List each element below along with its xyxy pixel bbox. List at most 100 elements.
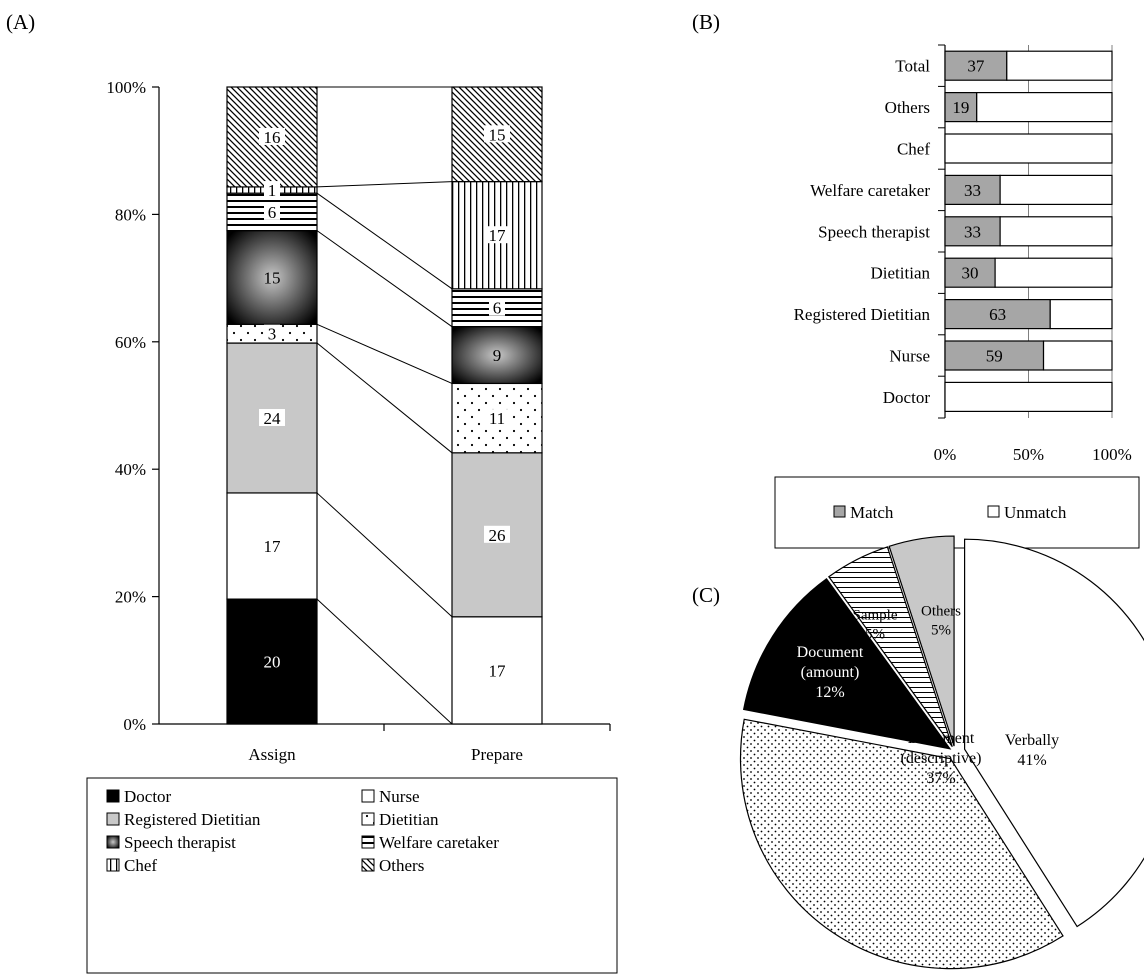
x-tick-label: 0% (934, 445, 957, 464)
pie-chart-c: Verbally 41% Document (descriptive) 37% Docum… (739, 535, 1144, 970)
x-tick-label: 50% (1013, 445, 1044, 464)
legend-swatch-dietitian (361, 812, 375, 826)
data-label-bg (484, 125, 510, 143)
series-connector (316, 598, 453, 725)
legend-label: Others (379, 856, 424, 875)
category-label: Speech therapist (818, 222, 930, 241)
data-label: 3 (268, 325, 277, 344)
data-label-bg (264, 324, 280, 342)
y-tick-label: 100% (106, 78, 146, 97)
bar-match (944, 340, 1045, 371)
panel-label-c: (C) (692, 583, 720, 607)
data-label: 15 (489, 125, 506, 144)
slice-value-label: 12% (815, 684, 844, 701)
data-label: 17 (489, 661, 507, 680)
legend-swatch-chef (106, 858, 120, 872)
data-label: 33 (964, 181, 981, 200)
bar-unmatch (944, 133, 1113, 164)
legend-swatch-others (361, 858, 375, 872)
stacked-bar-chart-a: 0% 20% 40% 60% 80% 100% Assign Prepare 20 17 24 3… (86, 78, 618, 974)
horizontal-bar-chart-b: Total 37 Others 19 Chef Welfare caretaker 33 Sp… (774, 44, 1140, 549)
bar-segment-nurse (451, 616, 543, 725)
bar-segment-speech-therapist (451, 326, 543, 385)
legend-swatch-registered-dietitian (106, 812, 120, 826)
series-connector (316, 181, 453, 188)
legend-swatch-match (833, 505, 846, 518)
data-label: 26 (489, 526, 506, 545)
data-label: 9 (493, 346, 502, 365)
series-connector (316, 230, 453, 328)
slice-value-label: 37% (926, 770, 955, 787)
legend-swatch-speech-therapist (106, 835, 120, 849)
series-connector (316, 323, 453, 384)
legend-label: Doctor (124, 787, 172, 806)
slice-name-label: Document (908, 730, 975, 747)
data-label: 20 (264, 653, 281, 672)
slice-name-label: (descriptive) (901, 750, 982, 767)
data-label: 33 (964, 222, 981, 241)
data-label-bg (259, 127, 285, 145)
slice-name-label: Document (797, 644, 864, 661)
pie-slice-verbally (964, 538, 1144, 928)
slice-name-label: Sample (853, 608, 898, 624)
data-label: 6 (493, 299, 502, 318)
pie-slice-sample (828, 546, 953, 748)
data-label: 37 (967, 57, 985, 76)
y-tick-label: 40% (115, 460, 146, 479)
bar-unmatch (994, 257, 1113, 288)
category-label: Welfare caretaker (810, 181, 930, 200)
pie-slice-document-descriptive (739, 718, 1064, 970)
data-label: 59 (986, 347, 1003, 366)
legend-label: Nurse (379, 787, 420, 806)
series-connector (316, 492, 453, 618)
panel-label-b: (B) (692, 10, 720, 34)
bar-unmatch (1042, 340, 1113, 371)
bar-unmatch (1049, 299, 1113, 330)
legend-label: Speech therapist (124, 833, 236, 852)
category-label: Dietitian (871, 264, 931, 283)
bar-match (944, 50, 1008, 81)
legend-box (86, 777, 618, 974)
slice-name-label: Others (921, 604, 961, 620)
data-label-bg (484, 525, 510, 543)
x-tick-label: 100% (1092, 445, 1132, 464)
data-label-bg (484, 661, 510, 679)
bar-segment-speech-therapist (226, 230, 318, 325)
legend-label: Registered Dietitian (124, 810, 261, 829)
category-label: Others (885, 98, 930, 117)
bar-match (944, 91, 978, 123)
pie-slice-others (888, 535, 955, 747)
slice-name-label: Verbally (1005, 732, 1059, 749)
bar-match (944, 174, 1001, 205)
slice-name-label: (amount) (801, 664, 860, 681)
y-tick-label: 60% (115, 333, 146, 352)
series-connector (316, 192, 453, 290)
data-label: 15 (264, 268, 281, 287)
bar-unmatch (976, 91, 1113, 123)
data-label-bg (484, 409, 510, 427)
data-label: 11 (489, 409, 505, 428)
legend-label: Chef (124, 856, 157, 875)
legend-swatch-nurse (361, 789, 375, 803)
data-label: 19 (952, 98, 969, 117)
data-label-bg (484, 226, 510, 244)
slice-value-label: 5% (865, 627, 885, 643)
data-label: 1 (268, 181, 277, 200)
data-label: 16 (264, 128, 281, 147)
y-tick-label: 80% (115, 205, 146, 224)
data-label: 30 (962, 264, 979, 283)
series-connector (316, 342, 453, 454)
slice-value-label: 5% (931, 623, 951, 639)
x-tick-label: Assign (248, 745, 296, 764)
y-tick-label: 20% (115, 588, 146, 607)
legend-label: Match (850, 503, 894, 522)
category-label: Chef (897, 140, 930, 159)
data-label-bg (259, 537, 285, 555)
data-label-bg (259, 652, 285, 670)
category-label: Registered Dietitian (794, 305, 931, 324)
bar-unmatch (999, 216, 1113, 247)
data-label: 6 (268, 203, 277, 222)
bar-unmatch (1006, 50, 1113, 81)
data-label: 63 (989, 305, 1006, 324)
data-label-bg (489, 298, 505, 316)
